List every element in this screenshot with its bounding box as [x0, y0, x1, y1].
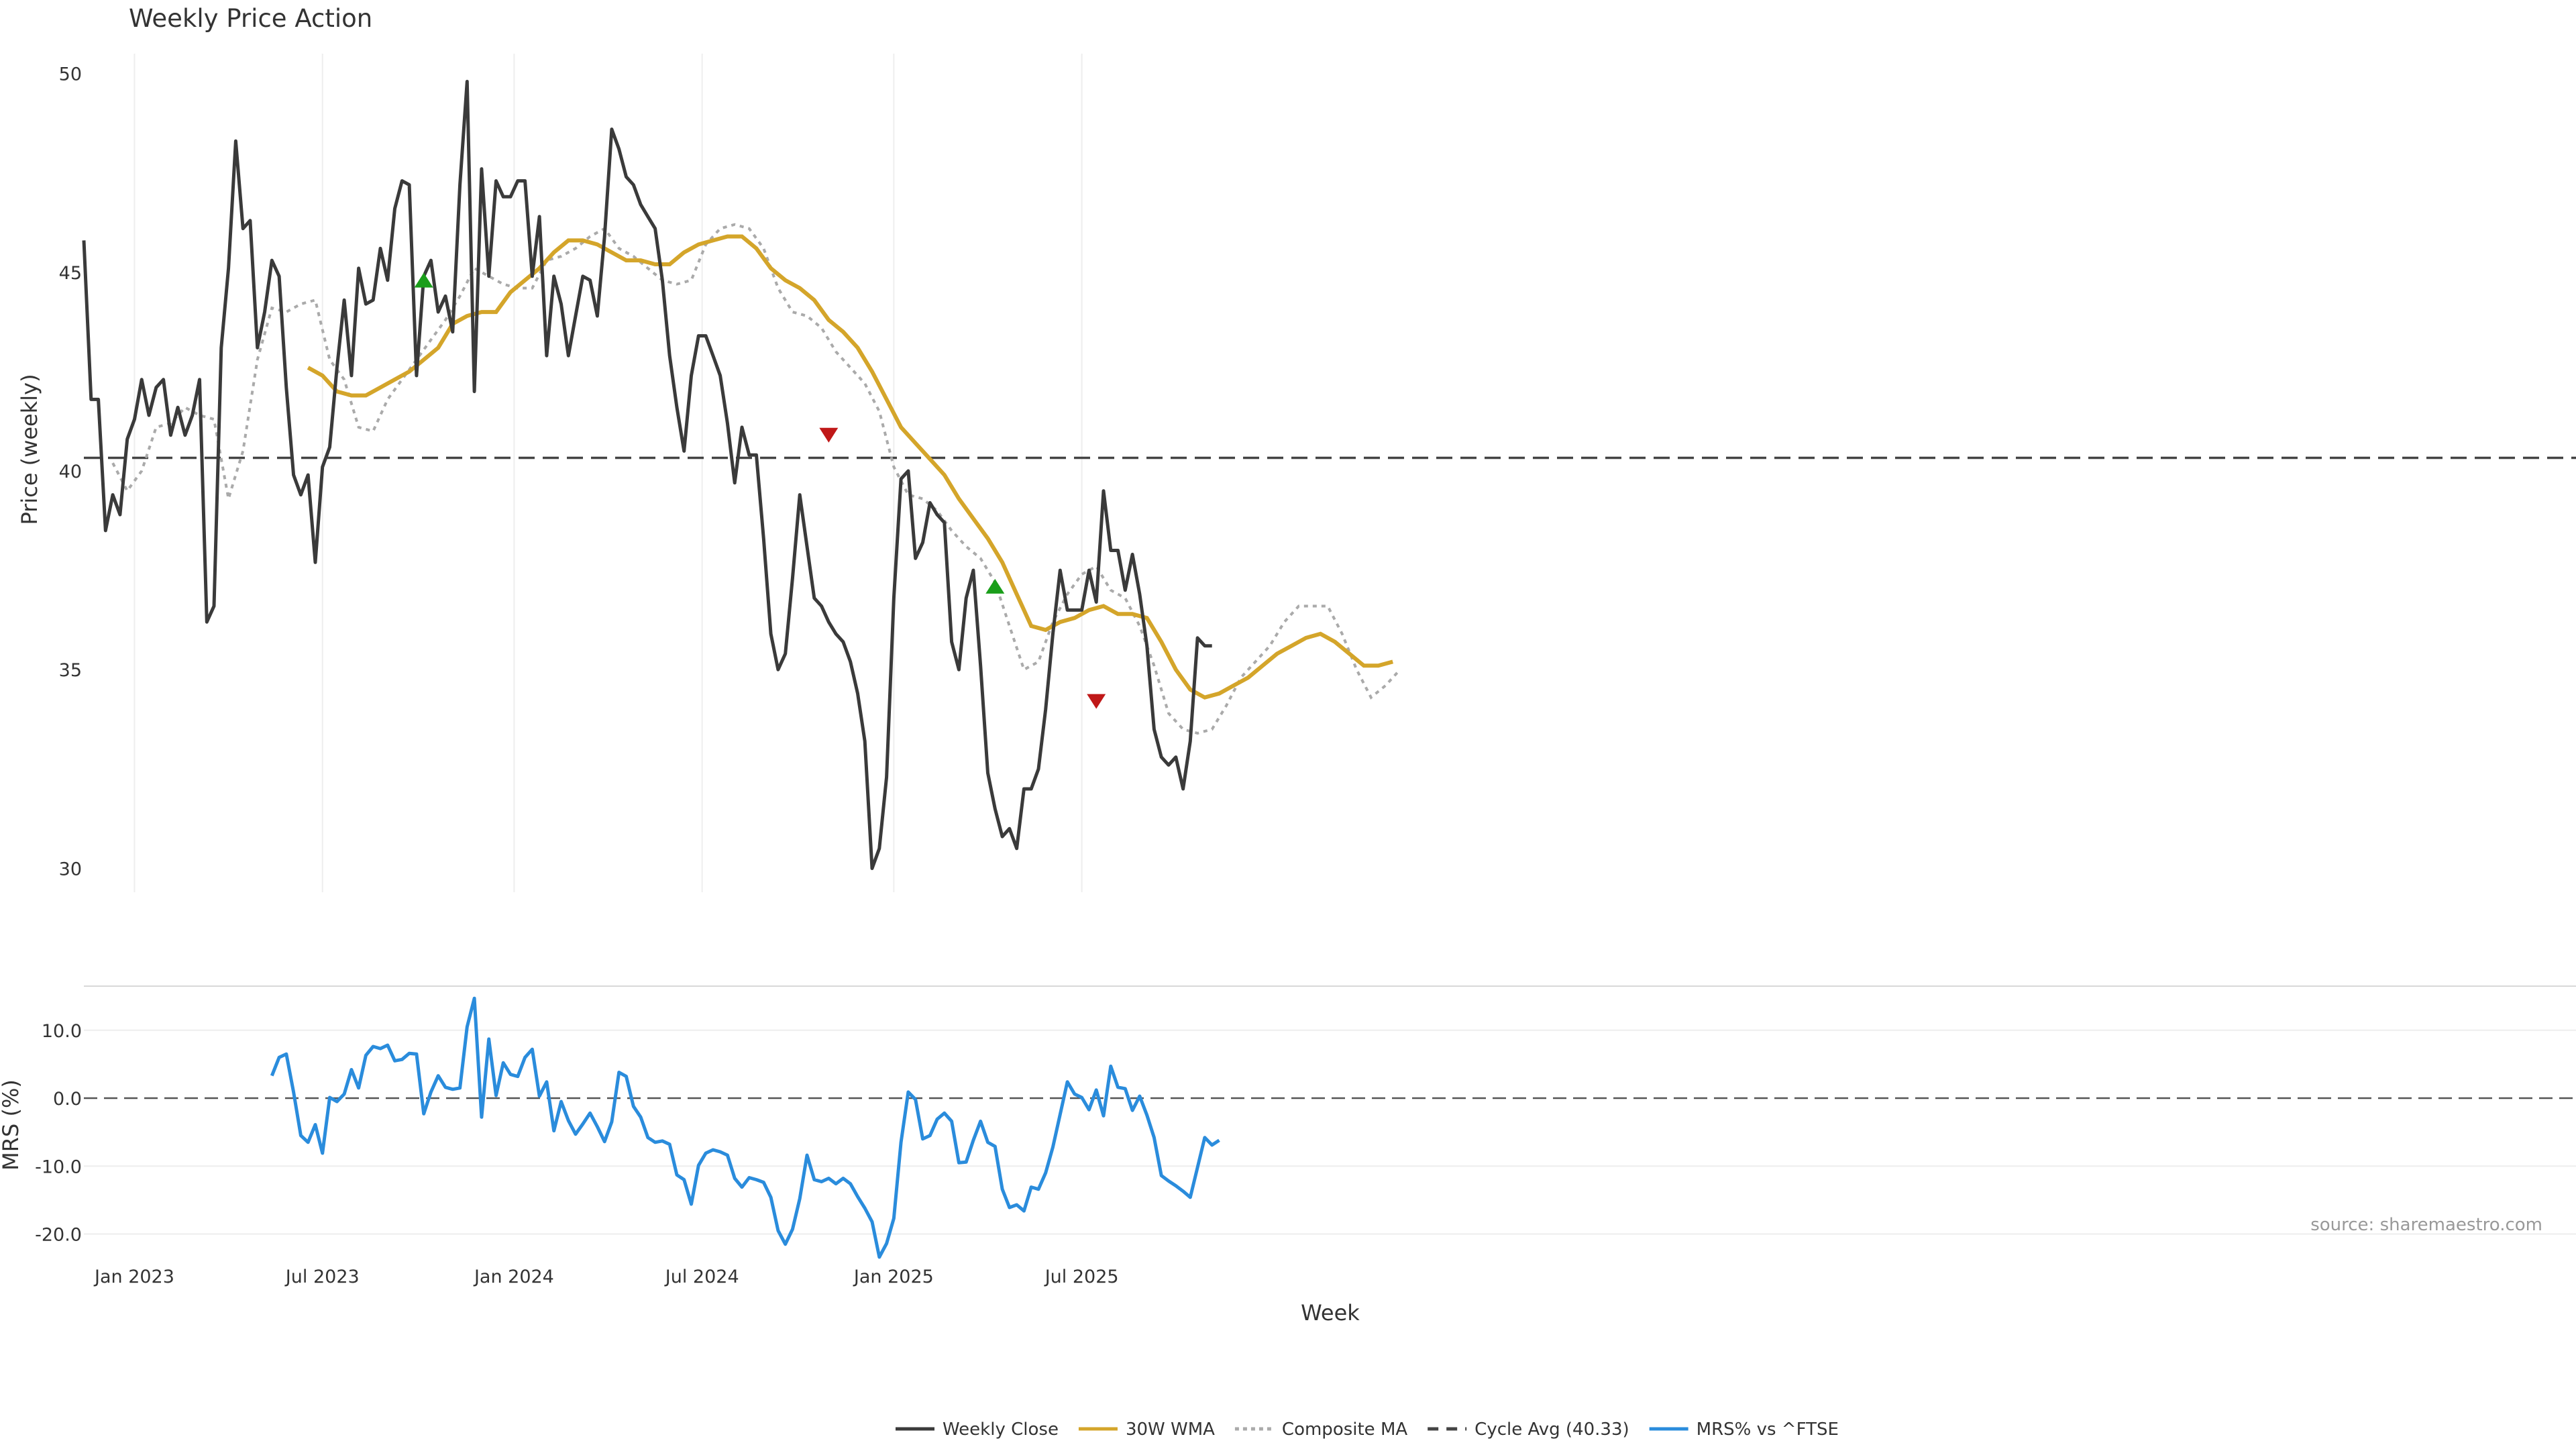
- x-tick-label: Jul 2025: [1044, 1267, 1119, 1287]
- vertical-gridlines: [133, 54, 1083, 892]
- legend-label: Cycle Avg (40.33): [1474, 1419, 1629, 1440]
- composite-ma-line: [111, 223, 1401, 735]
- mrs-line: [270, 996, 1220, 1259]
- mrs-y-ticks: 10.0 0.0 -10.0 -20.0: [35, 1021, 2576, 1246]
- sell-signal-marker: [819, 427, 839, 443]
- mrs-y-tick-label: 0.0: [53, 1089, 82, 1110]
- x-axis-ticks: Jan 2023 Jul 2023 Jan 2024 Jul 2024 Jan 2025…: [93, 1267, 1119, 1287]
- mrs-y-tick-label: 10.0: [42, 1021, 82, 1042]
- mrs-axis-title: MRS (%): [0, 1079, 23, 1171]
- buy-signal-marker: [985, 578, 1005, 594]
- source-note: source: sharemaestro.com: [2310, 1215, 2542, 1235]
- legend: Weekly Close 30W WMA Composite MA Cycle Avg…: [896, 1419, 1839, 1440]
- legend-label: 30W WMA: [1126, 1419, 1215, 1440]
- weekly-close-line: [82, 80, 1212, 870]
- price-y-tick-label: 35: [59, 660, 82, 681]
- mrs-y-tick-label: -20.0: [35, 1225, 82, 1246]
- x-tick-label: Jul 2023: [284, 1267, 360, 1287]
- price-y-tick-label: 40: [59, 462, 82, 482]
- price-panel: Price (weekly) 30 35 40 45 50: [17, 64, 2576, 880]
- wma-30w-line: [307, 234, 1393, 700]
- legend-label: MRS% vs ^FTSE: [1697, 1419, 1839, 1440]
- x-tick-label: Jul 2024: [664, 1267, 739, 1287]
- legend-label: Weekly Close: [943, 1419, 1059, 1440]
- price-y-ticks: 30 35 40 45 50: [59, 64, 82, 880]
- price-axis-title: Price (weekly): [17, 374, 42, 525]
- mrs-panel: MRS (%) 10.0 0.0 -10.0 -20.0 source: sharem…: [0, 996, 2576, 1259]
- price-y-tick-label: 45: [59, 263, 82, 284]
- x-tick-label: Jan 2024: [473, 1267, 554, 1287]
- x-axis-title: Week: [1301, 1300, 1360, 1326]
- sell-signal-marker: [1087, 694, 1106, 709]
- x-tick-label: Jan 2023: [93, 1267, 174, 1287]
- price-y-tick-label: 50: [59, 64, 82, 85]
- signal-markers: [414, 272, 1106, 709]
- x-tick-label: Jan 2025: [853, 1267, 934, 1287]
- mrs-y-tick-label: -10.0: [35, 1157, 82, 1177]
- legend-label: Composite MA: [1282, 1419, 1407, 1440]
- buy-signal-marker: [414, 272, 433, 288]
- price-y-tick-label: 30: [59, 859, 82, 879]
- chart-title: Weekly Price Action: [129, 4, 372, 33]
